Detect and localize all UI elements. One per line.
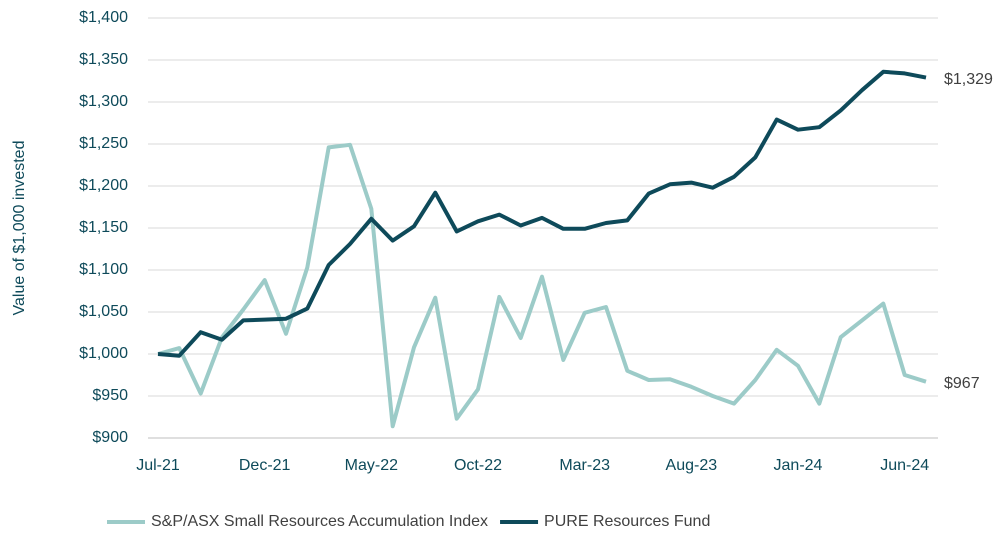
end-label: $1,329 [944,71,993,88]
y-tick-label: $1,200 [79,177,128,194]
x-tick-label: Aug-23 [666,457,718,474]
y-tick-label: $1,150 [79,219,128,236]
y-tick-label: $950 [92,387,128,404]
y-tick-label: $1,350 [79,51,128,68]
y-tick-label: $1,050 [79,303,128,320]
y-tick-label: $1,300 [79,93,128,110]
end-label: $967 [944,375,980,392]
x-tick-label: Jul-21 [136,457,180,474]
x-tick-label: Mar-23 [559,457,610,474]
x-tick-label: Jun-24 [880,457,929,474]
legend-label: S&P/ASX Small Resources Accumulation Ind… [151,513,488,530]
series-line [157,69,927,358]
x-tick-label: Oct-22 [454,457,502,474]
y-tick-label: $1,400 [79,9,128,26]
y-tick-label: $1,000 [79,345,128,362]
y-tick-label: $1,250 [79,135,128,152]
y-tick-label: $900 [92,429,128,446]
y-axis-label: Value of $1,000 invested [11,141,28,316]
x-tick-label: May-22 [345,457,398,474]
series-line [157,142,927,429]
legend-label: PURE Resources Fund [544,513,710,530]
x-tick-label: Jan-24 [774,457,823,474]
x-tick-label: Dec-21 [239,457,291,474]
y-tick-label: $1,100 [79,261,128,278]
